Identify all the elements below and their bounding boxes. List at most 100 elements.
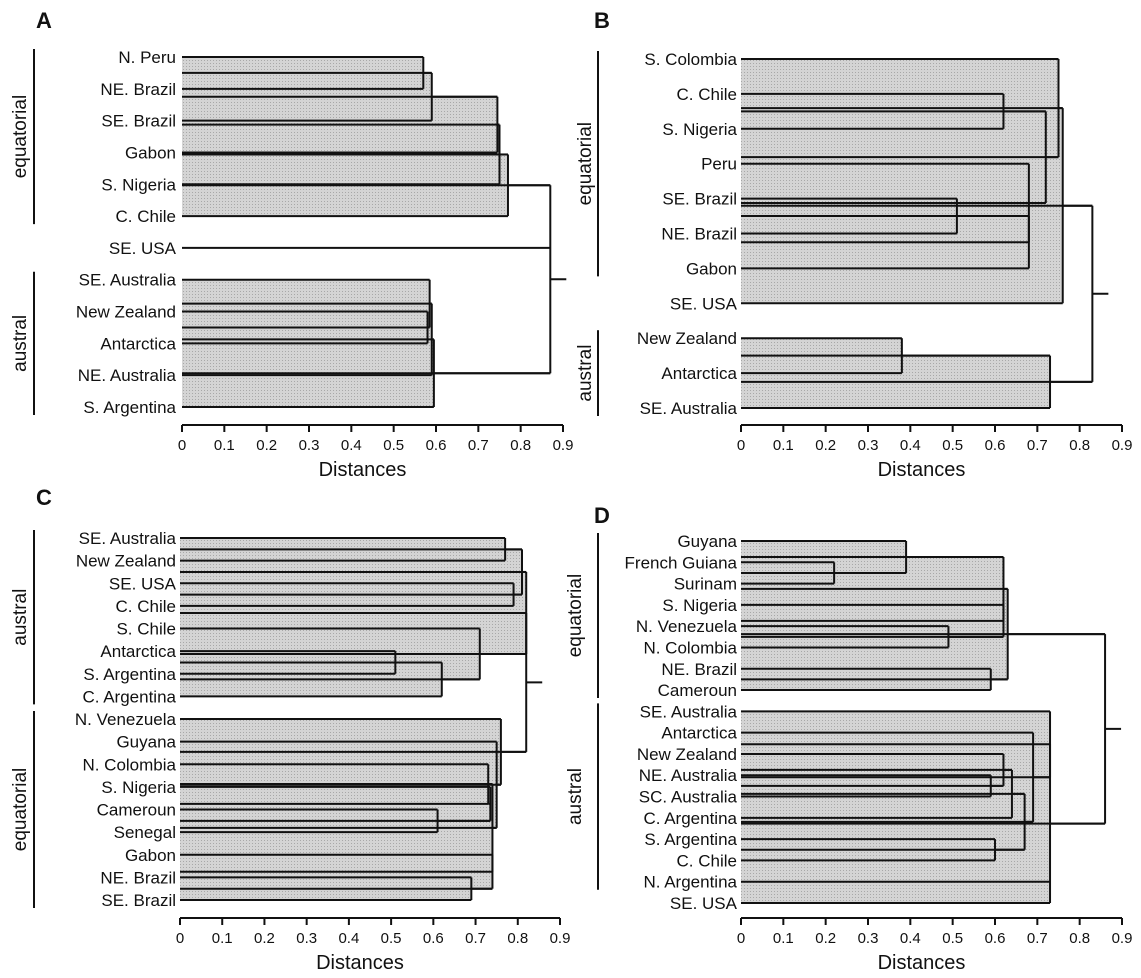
tick-label: 0.5 [381,930,402,947]
leaf-label: SE. Australia [640,399,738,418]
tick-label: 0.5 [942,437,963,454]
tick-label: 0.3 [296,930,317,947]
leaf-label: NE. Australia [78,366,177,385]
tick-label: 0.6 [423,930,444,947]
tick-label: 0.4 [900,437,921,454]
tick-label: 0 [178,437,186,454]
panel-letter: C [36,485,52,510]
tree-lines [741,540,1107,904]
leaf-label: N. Venezuela [75,710,177,729]
panels-layer: A N. Peru NE. Brazil SE. Brazil Gabon S. Nige… [10,8,1132,974]
leaf-label: N. Argentina [643,873,737,892]
panel-letter: D [594,503,610,528]
x-axis-title: Distances [316,952,404,974]
leaf-label: C. Argentina [82,687,176,706]
leaf-label: N. Colombia [643,638,737,657]
tick-label: 0.8 [1069,437,1090,454]
leaf-label: SE. Brazil [101,891,176,910]
x-axis-title: Distances [878,952,966,974]
tick-label: 0.5 [942,930,963,947]
leaf-label: S. Colombia [644,50,737,69]
leaf-label: N. Peru [118,48,176,67]
tick-label: 0.7 [465,930,486,947]
leaf-label: Antarctica [661,364,737,383]
leaf-label: Antarctica [100,642,176,661]
tick-label: 0.3 [858,437,879,454]
leaf-label: S. Nigeria [101,175,176,194]
leaf-label: Guyana [116,733,176,752]
tick-label: 0.1 [773,437,794,454]
leaf-label: C. Chile [116,207,176,226]
x-axis: 0 0.1 0.2 0.3 0.4 0.5 0.6 0.7 0.8 0.9 Distances [737,917,1132,974]
group-label: austral [575,345,596,402]
leaf-label: NE. Brazil [661,660,737,679]
tick-label: 0 [737,930,745,947]
leaf-label: S. Chile [116,620,176,639]
tick-label: 0.6 [426,437,447,454]
tree-lines [180,537,528,901]
panel-a: A N. Peru NE. Brazil SE. Brazil Gabon S. Nige… [10,8,573,481]
leaf-label: Gabon [125,143,176,162]
leaf-label: SE. Brazil [662,190,737,209]
tick-label: 0.1 [214,437,235,454]
panel-b: B S. Colombia C. Chile S. Nigeria Peru SE. Br… [575,8,1132,481]
tick-label: 0.1 [773,930,794,947]
group-label: equatorial [10,95,31,178]
leaf-label: NE. Brazil [661,225,737,244]
leaf-label: NE. Brazil [100,80,176,99]
leaf-label: Guyana [677,532,737,551]
panel-c: C SE. Australia New Zealand SE. USA C. Chile… [10,485,570,974]
leaf-label: New Zealand [637,745,737,764]
group-label: equatorial [575,122,596,205]
x-axis-title: Distances [319,459,407,481]
tick-label: 0.2 [815,930,836,947]
leaf-label: C. Chile [677,85,737,104]
leaf-label: SC. Australia [639,788,738,807]
panel-letter: A [36,8,52,33]
leaf-label: Cameroun [658,681,737,700]
tick-label: 0.2 [256,437,277,454]
tick-label: 0.2 [815,437,836,454]
tick-label: 0.9 [1112,437,1133,454]
leaf-label: Gabon [125,846,176,865]
tick-label: 0.9 [550,930,571,947]
leaf-label: S. Argentina [83,398,176,417]
leaf-label: French Guiana [625,553,738,572]
tick-label: 0.6 [985,930,1006,947]
group-label: equatorial [10,768,31,851]
leaf-label: C. Argentina [643,809,737,828]
shading-group [182,57,508,407]
leaf-label: Peru [701,155,737,174]
group-label: austral [10,589,31,646]
leaf-label: New Zealand [76,552,176,571]
leaf-label: NE. Brazil [100,868,176,887]
tick-label: 0.6 [985,437,1006,454]
tick-label: 0.7 [1027,437,1048,454]
tick-label: 0.8 [1069,930,1090,947]
tick-label: 0.7 [468,437,489,454]
leaf-label: N. Colombia [82,755,176,774]
x-axis: 0 0.1 0.2 0.3 0.4 0.5 0.6 0.7 0.8 0.9 Distances [737,424,1133,481]
tick-label: 0.8 [510,437,531,454]
group-label: austral [10,315,31,372]
leaf-label: Antarctica [100,334,176,353]
leaf-label: New Zealand [76,303,176,322]
leaf-label: SE. Australia [640,702,738,721]
leaf-label: NE. Australia [639,766,738,785]
leaf-label: S. Nigeria [662,120,737,139]
leaf-label: SE. Australia [79,271,177,290]
leaf-label: N. Venezuela [636,617,738,636]
leaf-label: SE. USA [670,294,738,313]
tree-lines [741,58,1094,409]
x-axis: 0 0.1 0.2 0.3 0.4 0.5 0.6 0.7 0.8 0.9 Distances [178,424,573,481]
leaf-label: C. Chile [116,597,176,616]
tick-label: 0.4 [341,437,362,454]
x-axis-title: Distances [878,459,966,481]
tick-label: 0.3 [299,437,320,454]
leaf-label: Gabon [686,259,737,278]
panel-d: D Guyana French Guiana Surinam S. Nigeria N. … [565,503,1132,974]
leaf-label: Antarctica [661,724,737,743]
tick-label: 0.3 [858,930,879,947]
group-label: austral [565,768,586,825]
